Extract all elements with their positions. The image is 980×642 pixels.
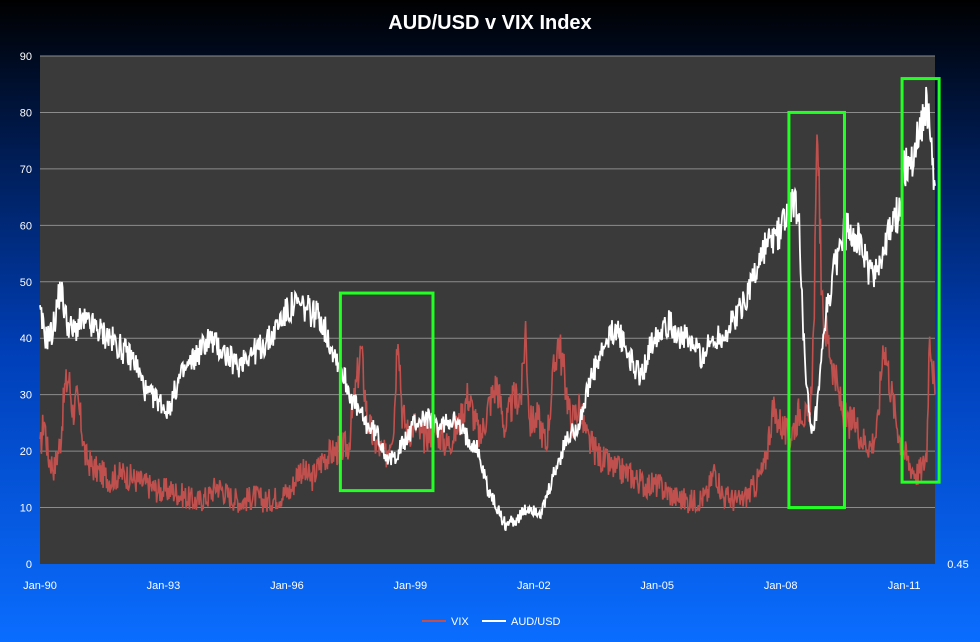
y-tick-label: 70 (20, 164, 32, 176)
y-tick-label: 50 (20, 277, 32, 289)
legend-label-audusd: AUD/USD (511, 616, 561, 628)
chart-title: AUD/USD v VIX Index (388, 12, 592, 34)
series-vix-line (39, 134, 936, 514)
legend-label-vix: VIX (451, 616, 469, 628)
highlight-box (900, 77, 941, 484)
x-tick-label: Jan-93 (147, 580, 181, 592)
x-tick-label: Jan-08 (764, 580, 798, 592)
y-tick-label: 30 (20, 390, 32, 402)
y-tick-label: 60 (20, 220, 32, 232)
series-audusd-line (39, 86, 936, 532)
y-tick-label: 10 (20, 503, 32, 515)
y2-tick-label: 0.45 (947, 559, 968, 571)
y-tick-label: 20 (20, 446, 32, 458)
x-tick-label: Jan-11 (888, 580, 921, 592)
x-tick-label: Jan-05 (640, 580, 674, 592)
y-tick-label: 80 (20, 107, 32, 119)
x-tick-label: Jan-02 (517, 580, 551, 592)
highlight-box (338, 291, 435, 493)
y-tick-label: 40 (20, 333, 32, 345)
highlight-box (787, 110, 846, 510)
y-tick-label: 90 (20, 51, 32, 63)
x-tick-label: Jan-90 (23, 580, 57, 592)
x-tick-label: Jan-99 (394, 580, 428, 592)
x-tick-label: Jan-96 (270, 580, 304, 592)
y-tick-label: 0 (26, 559, 32, 571)
